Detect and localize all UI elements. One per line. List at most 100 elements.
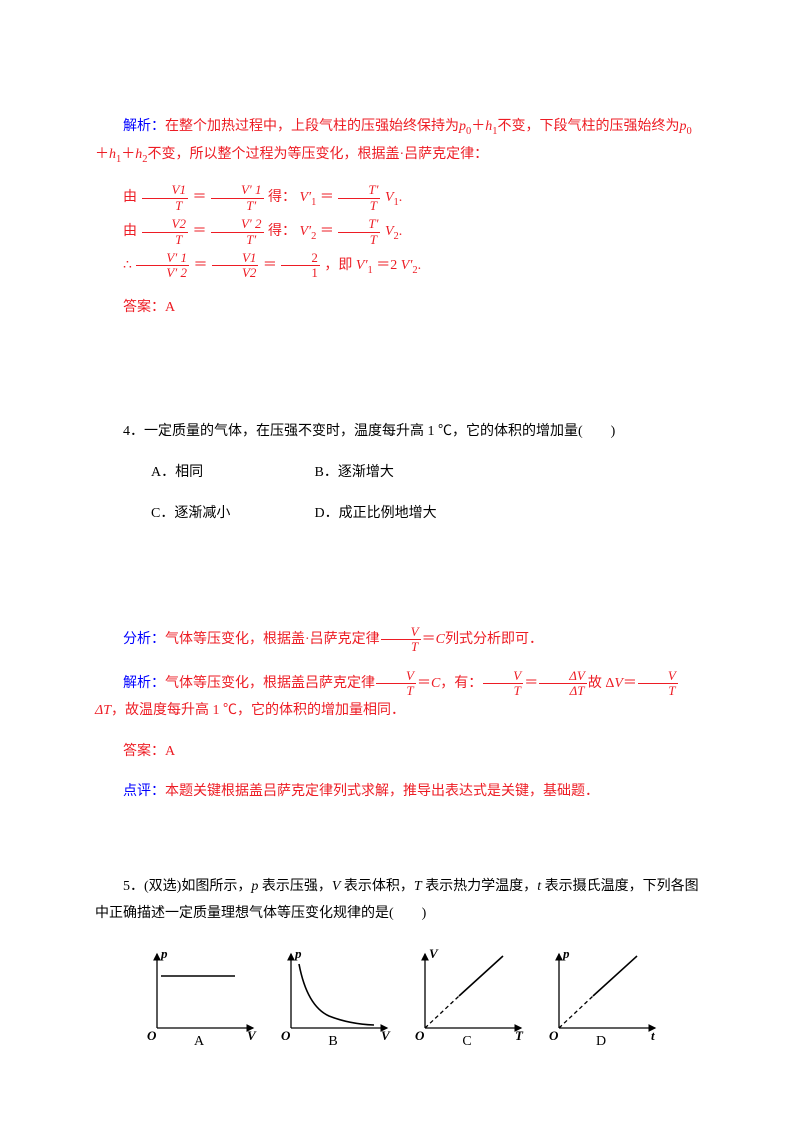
text: 5．(双选)如图所示， [123, 879, 251, 894]
fraction: VT [638, 669, 678, 699]
op: ＋ [121, 147, 135, 162]
var: V [614, 676, 623, 691]
charts-row: p V O A p V O B [95, 941, 705, 1051]
sub: 0 [687, 126, 692, 137]
equation-1: 由 V1T ＝ V′ 1T′ 得： V′1 ＝ T′T V1. [95, 183, 705, 213]
eq-sign: ＝ [192, 224, 206, 239]
op: ＋ [471, 119, 485, 134]
q4-solve: 解析：气体等压变化，根据盖吕萨克定律VT＝C，有：VT＝ΔVΔT故 ΔV＝VTΔ… [95, 669, 705, 725]
var: p [680, 119, 687, 134]
fraction: ΔVΔT [539, 669, 587, 699]
var: h [109, 147, 116, 162]
var: p [459, 119, 466, 134]
var: V [385, 224, 394, 239]
eq-sign: ＝ [320, 224, 334, 239]
fraction: V′ 1T′ [211, 183, 264, 213]
text: 气体等压变化，根据盖·吕萨克定律 [165, 632, 380, 647]
q4-comment: 点评：本题关键根据盖吕萨克定律列式求解，推导出表达式是关键，基础题． [95, 779, 705, 806]
label-solution: 解析： [123, 119, 165, 134]
eq-sign: ＝ [417, 676, 431, 691]
text: 故 Δ [588, 676, 615, 691]
fraction: VT [376, 669, 416, 699]
sub: 1 [368, 265, 373, 276]
option-c: C．逐渐减小 [123, 501, 283, 528]
eq-sign: ＝ [320, 190, 334, 205]
eq-sign: ＝2 [376, 258, 397, 273]
var: ΔT [95, 703, 111, 718]
fraction: 21 [281, 251, 320, 281]
eq-pre: ∴ [123, 258, 132, 273]
dot: . [399, 224, 403, 239]
eq-mid: 得： [268, 224, 296, 239]
chart-label: A [194, 1029, 204, 1056]
q4-options-row1: A．相同 B．逐渐增大 [95, 460, 705, 487]
chart-label: B [328, 1029, 337, 1056]
text: 本题关键根据盖吕萨克定律列式求解，推导出表达式是关键，基础题． [165, 784, 599, 799]
chart-a: p V O A [135, 941, 263, 1051]
op: ＋ [95, 147, 109, 162]
fraction: V′ 1V′ 2 [136, 251, 189, 281]
fraction: V1V2 [212, 251, 258, 281]
var: V′ [300, 190, 312, 205]
text: 列式分析即可． [445, 632, 543, 647]
eq-sign: ＝ [422, 632, 436, 647]
fraction: T′T [338, 183, 380, 213]
chart-label: D [596, 1029, 606, 1056]
eq-sign: ＝ [193, 258, 207, 273]
svg-text:t: t [651, 1028, 655, 1043]
eq-sign: ＝ [263, 258, 277, 273]
text: 表示热力学温度， [422, 879, 538, 894]
q4-options-row2: C．逐渐减小 D．成正比例地增大 [95, 501, 705, 528]
option-b: B．逐渐增大 [287, 460, 394, 487]
svg-text:V: V [381, 1028, 391, 1043]
text: ，故温度每升高 1 ℃，它的体积的增加量相同． [111, 703, 405, 718]
var: C [431, 676, 440, 691]
answer-2: 答案：A [95, 739, 705, 766]
q5-stem: 5．(双选)如图所示，p 表示压强，V 表示体积，T 表示热力学温度，t 表示摄… [95, 874, 705, 927]
text: 不变，下段气柱的压强始终为 [498, 119, 680, 134]
sub: 2 [311, 231, 316, 242]
var: C [436, 632, 445, 647]
var: T [414, 879, 422, 894]
svg-text:V: V [247, 1028, 257, 1043]
text: 表示体积， [340, 879, 414, 894]
svg-text:V: V [429, 946, 439, 961]
svg-text:p: p [160, 946, 168, 961]
svg-text:O: O [415, 1028, 425, 1043]
text: 在整个加热过程中，上段气柱的压强始终保持为 [165, 119, 459, 134]
fraction: V1T [142, 183, 188, 213]
label-analysis: 分析： [123, 632, 165, 647]
text: 表示压强， [258, 879, 332, 894]
spacer [95, 335, 705, 405]
q4-analysis: 分析：气体等压变化，根据盖·吕萨克定律VT＝C列式分析即可． [95, 625, 705, 655]
var: V [385, 190, 394, 205]
label-solution: 解析： [123, 676, 165, 691]
answer-1: 答案：A [95, 295, 705, 322]
var: V′ [300, 224, 312, 239]
label-comment: 点评： [123, 784, 165, 799]
chart-b: p V O B [269, 941, 397, 1051]
svg-text:p: p [562, 946, 570, 961]
eq-pre: 由 [123, 224, 137, 239]
equation-3: ∴ V′ 1V′ 2 ＝ V1V2 ＝ 21 ，即 V′1 ＝2 V′2. [95, 251, 705, 281]
equation-2: 由 V2T ＝ V′ 2T′ 得： V′2 ＝ T′T V2. [95, 217, 705, 247]
var: V′ [356, 258, 368, 273]
dot: . [418, 258, 422, 273]
eq-sign: ＝ [192, 190, 206, 205]
svg-text:O: O [147, 1028, 157, 1043]
fraction: VT [381, 625, 421, 655]
spacer [95, 541, 705, 611]
chart-d: p t O D [537, 941, 665, 1051]
chart-label: C [462, 1029, 471, 1056]
eq-mid: 得： [268, 190, 296, 205]
eq-pre: 由 [123, 190, 137, 205]
page: 解析：在整个加热过程中，上段气柱的压强始终保持为p0＋h1不变，下段气柱的压强始… [0, 0, 800, 1132]
svg-text:T: T [515, 1028, 524, 1043]
text: ，有： [440, 676, 482, 691]
eq-mid: ，即 [324, 258, 356, 273]
q4-stem: 4．一定质量的气体，在压强不变时，温度每升高 1 ℃，它的体积的增加量( ) [95, 419, 705, 446]
fraction: VT [483, 669, 523, 699]
text: 气体等压变化，根据盖吕萨克定律 [165, 676, 375, 691]
chart-c: V T O C [403, 941, 531, 1051]
fraction: V′ 2T′ [211, 217, 264, 247]
